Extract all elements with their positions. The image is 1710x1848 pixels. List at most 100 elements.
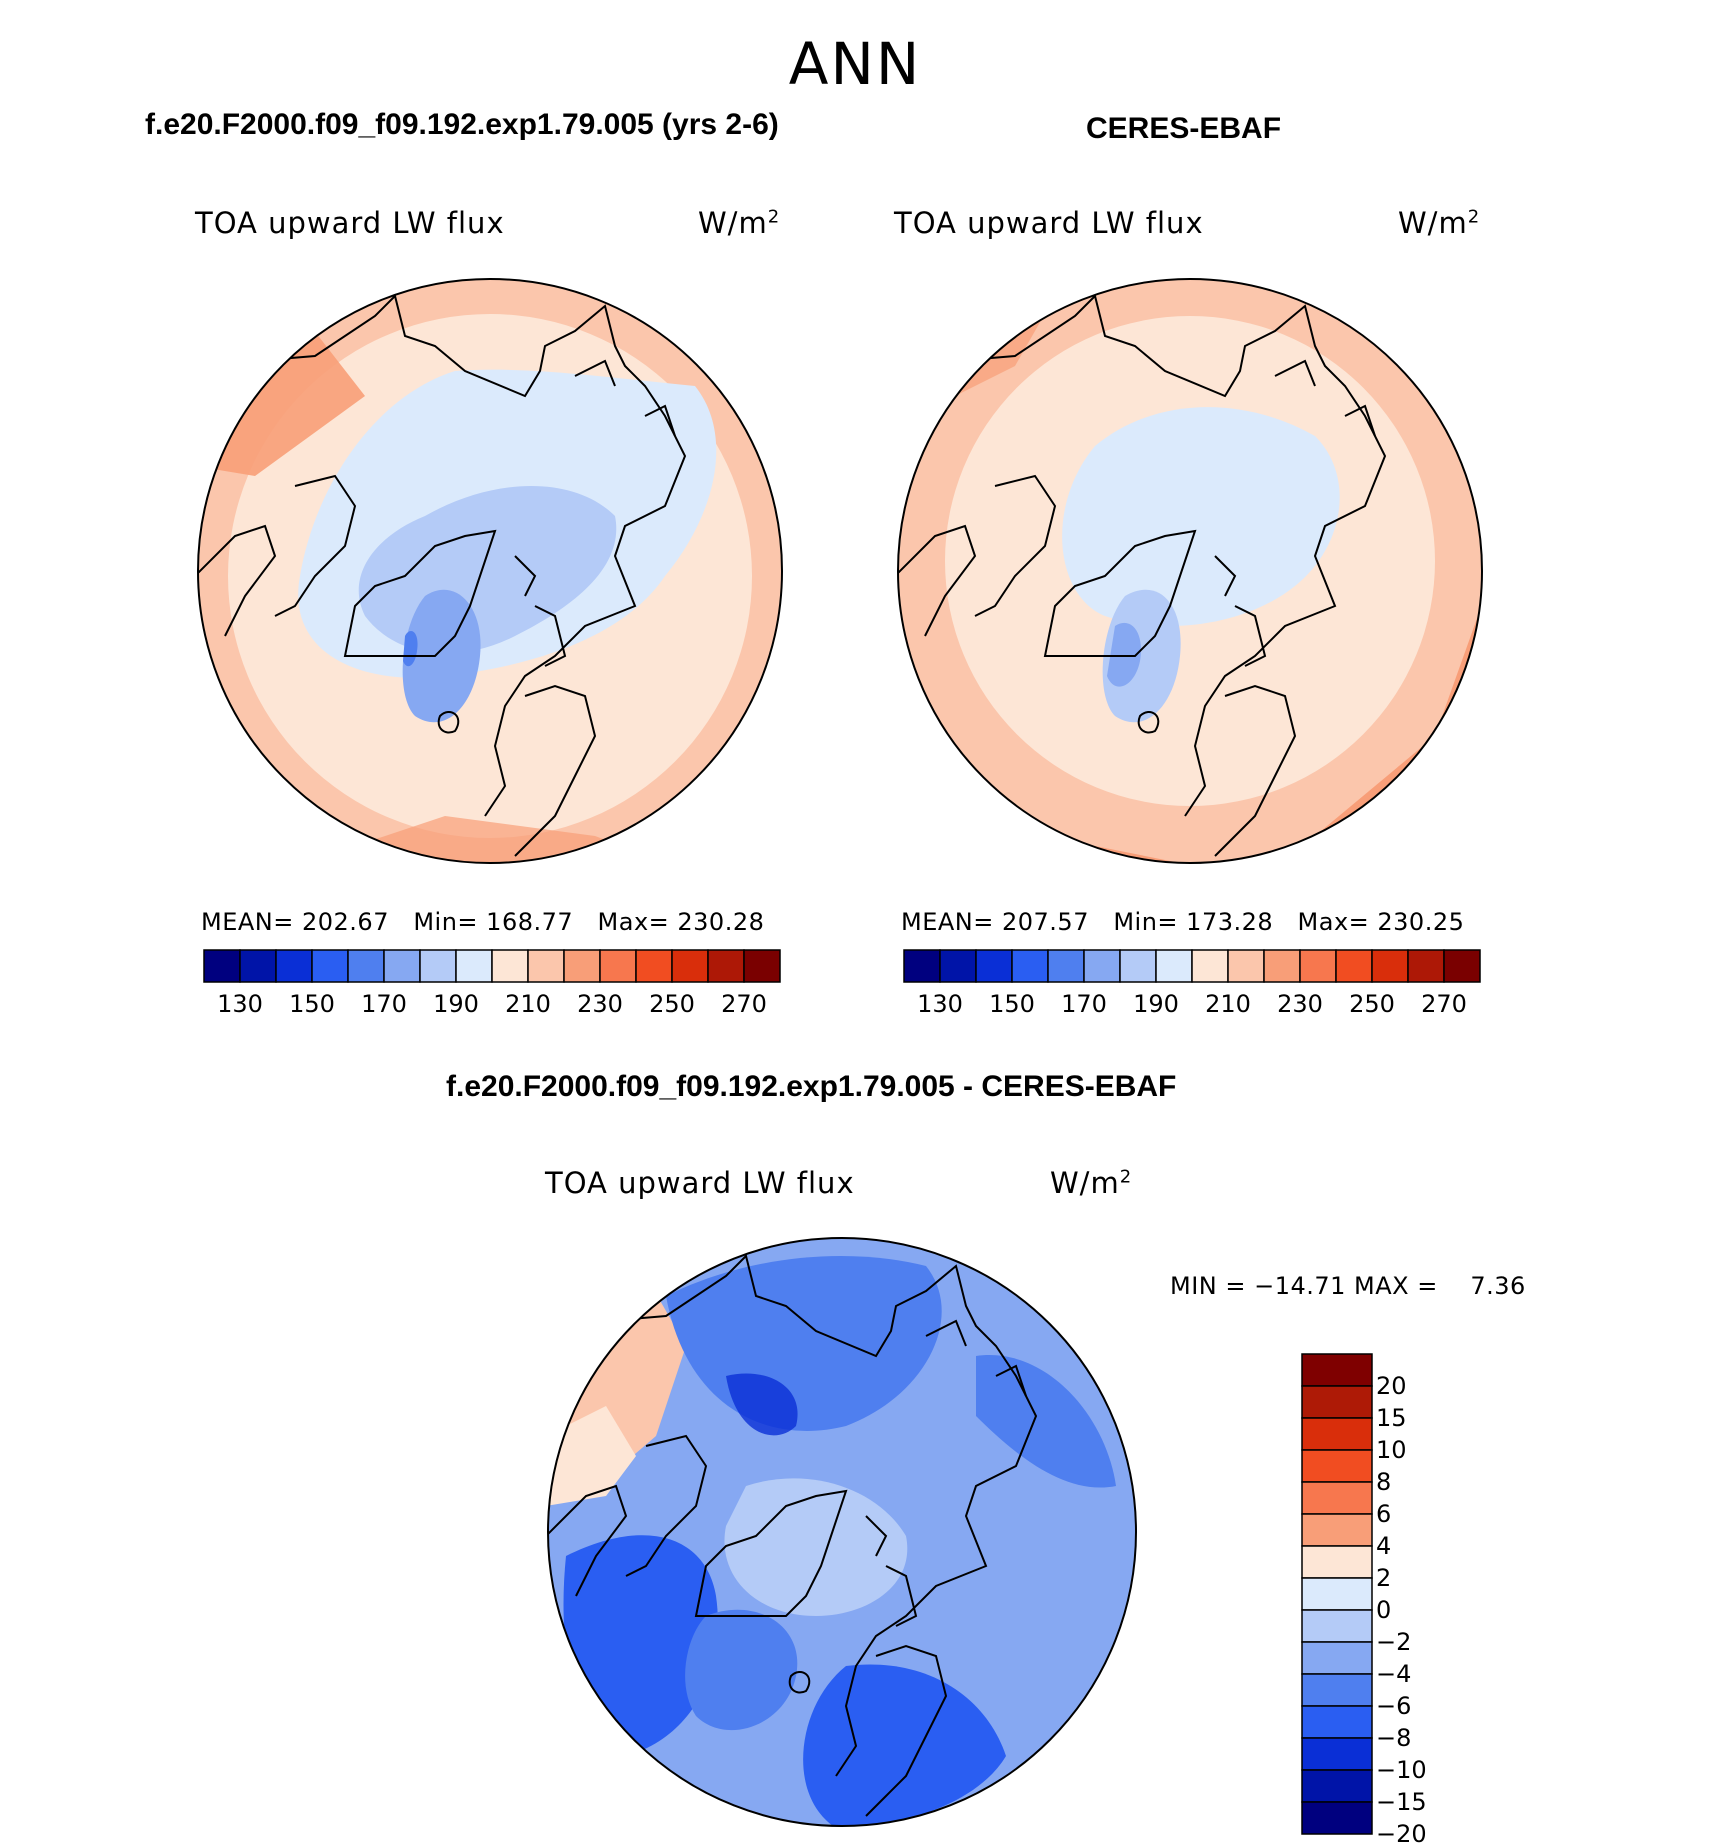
model-polar-map (197, 278, 783, 864)
obs-colorbar-box (1011, 949, 1049, 983)
diff-colorbar-tick-label: −6 (1376, 1692, 1412, 1720)
model-colorbar-box (239, 949, 277, 983)
model-colorbar-box (383, 949, 421, 983)
obs-colorbar-tick-label: 270 (1421, 990, 1467, 1018)
diff-colorbar-box (1301, 1609, 1373, 1643)
diff-colorbar-box (1301, 1673, 1373, 1707)
model-colorbar-box (671, 949, 709, 983)
model-colorbar-box (743, 949, 781, 983)
obs-colorbar-box (1083, 949, 1121, 983)
diff-colorbar-tick-label: −4 (1376, 1660, 1412, 1688)
diff-units-label: W/m2 (1050, 1166, 1133, 1200)
diff-weak-positive (548, 1406, 636, 1506)
obs-colorbar-box (1155, 949, 1193, 983)
diff-colorbar-box (1301, 1449, 1373, 1483)
obs-colorbar-box (903, 949, 941, 983)
diff-colorbar-box (1301, 1417, 1373, 1451)
model-colorbar-tick-label: 270 (721, 990, 767, 1018)
obs-colorbar-tick-label: 150 (989, 990, 1035, 1018)
diff-colorbar-box (1301, 1737, 1373, 1771)
diff-negative-south (803, 1664, 1006, 1826)
diff-coastlines (548, 1254, 1038, 1817)
diff-variable-label: TOA upward LW flux (545, 1166, 855, 1200)
diff-colorbar-tick-label: −8 (1376, 1724, 1412, 1752)
model-map-boundary (197, 278, 783, 864)
obs-colorbar-box (1047, 949, 1085, 983)
model-colorbar-box (491, 949, 529, 983)
obs-map-boundary (897, 278, 1483, 864)
obs-colorbar-box (1407, 949, 1445, 983)
obs-colorbar-box (1119, 949, 1157, 983)
diff-colorbar-box (1301, 1769, 1373, 1803)
diff-case-title: f.e20.F2000.f09_f09.192.exp1.79.005 - CE… (446, 1070, 1177, 1103)
season-title: ANN (788, 30, 922, 98)
model-colorbar-tick-label: 230 (577, 990, 623, 1018)
model-colorbar-box (419, 949, 457, 983)
diff-colorbar (1301, 1353, 1373, 1835)
model-colorbar-tick-label: 210 (505, 990, 551, 1018)
diff-colorbar-tick-label: 8 (1376, 1468, 1392, 1496)
obs-colorbar-tick-label: 210 (1205, 990, 1251, 1018)
diff-colorbar-box (1301, 1577, 1373, 1611)
model-colorbar-box (563, 949, 601, 983)
obs-colorbar-box (1443, 949, 1481, 983)
diff-colorbar-tick-label: 6 (1376, 1500, 1392, 1528)
diff-colorbar-box (1301, 1353, 1373, 1387)
obs-colorbar-tick-label: 250 (1349, 990, 1395, 1018)
diff-greenland-negative (685, 1609, 798, 1731)
obs-colorbar-box (1191, 949, 1229, 983)
diff-colorbar-box (1301, 1705, 1373, 1739)
model-colorbar-tick-label: 150 (289, 990, 335, 1018)
model-colorbar-box (455, 949, 493, 983)
diff-colorbar-tick-label: −15 (1376, 1788, 1427, 1816)
diff-colorbar-tick-label: 4 (1376, 1532, 1392, 1560)
diff-colorbar-box (1301, 1801, 1373, 1835)
model-colorbar-box (347, 949, 385, 983)
diff-colorbar-tick-label: −10 (1376, 1756, 1427, 1784)
diff-stats: MIN = −14.71 MAX = 7.36 (1170, 1272, 1526, 1300)
diff-colorbar-box (1301, 1481, 1373, 1515)
obs-coastlines (898, 294, 1387, 857)
model-colorbar (203, 949, 781, 983)
diff-colorbar-box (1301, 1513, 1373, 1547)
diff-map-boundary (547, 1237, 1137, 1827)
model-colorbar-tick-label: 250 (649, 990, 695, 1018)
obs-colorbar-box (1299, 949, 1337, 983)
obs-colorbar-tick-label: 190 (1133, 990, 1179, 1018)
obs-case-title: CERES-EBAF (1086, 112, 1282, 145)
obs-colorbar-box (939, 949, 977, 983)
diff-colorbar-box (1301, 1385, 1373, 1419)
obs-colorbar-tick-label: 230 (1277, 990, 1323, 1018)
obs-greenland-core (1107, 622, 1141, 687)
model-case-title: f.e20.F2000.f09_f09.192.exp1.79.005 (yrs… (145, 108, 779, 141)
diff-polar-map (547, 1237, 1137, 1827)
obs-colorbar-box (1263, 949, 1301, 983)
diff-colorbar-tick-label: −20 (1376, 1820, 1427, 1848)
model-colorbar-tick-label: 170 (361, 990, 407, 1018)
diff-colorbar-tick-label: 15 (1376, 1404, 1407, 1432)
model-greenland-core (403, 631, 418, 667)
model-colorbar-box (707, 949, 745, 983)
model-colorbar-box (527, 949, 565, 983)
model-colorbar-tick-label: 190 (433, 990, 479, 1018)
obs-units-label: W/m2 (1398, 206, 1481, 240)
obs-colorbar-box (1335, 949, 1373, 983)
diff-colorbar-box (1301, 1641, 1373, 1675)
obs-variable-label: TOA upward LW flux (894, 206, 1204, 240)
diff-colorbar-tick-label: 0 (1376, 1596, 1392, 1624)
diff-strong-negative (726, 1373, 798, 1436)
model-units-label: W/m2 (698, 206, 781, 240)
obs-cold-arctic-region (1062, 407, 1340, 626)
model-stats: MEAN= 202.67 Min= 168.77 Max= 230.28 (201, 908, 765, 936)
model-colorbar-box (599, 949, 637, 983)
model-colorbar-box (311, 949, 349, 983)
obs-colorbar-tick-label: 170 (1061, 990, 1107, 1018)
diff-colorbar-tick-label: −2 (1376, 1628, 1412, 1656)
obs-colorbar-box (1227, 949, 1265, 983)
diff-colorbar-tick-label: 2 (1376, 1564, 1392, 1592)
obs-stats: MEAN= 207.57 Min= 173.28 Max= 230.25 (901, 908, 1465, 936)
diff-colorbar-tick-label: 20 (1376, 1372, 1407, 1400)
model-variable-label: TOA upward LW flux (195, 206, 505, 240)
obs-colorbar-box (1371, 949, 1409, 983)
model-colorbar-box (203, 949, 241, 983)
